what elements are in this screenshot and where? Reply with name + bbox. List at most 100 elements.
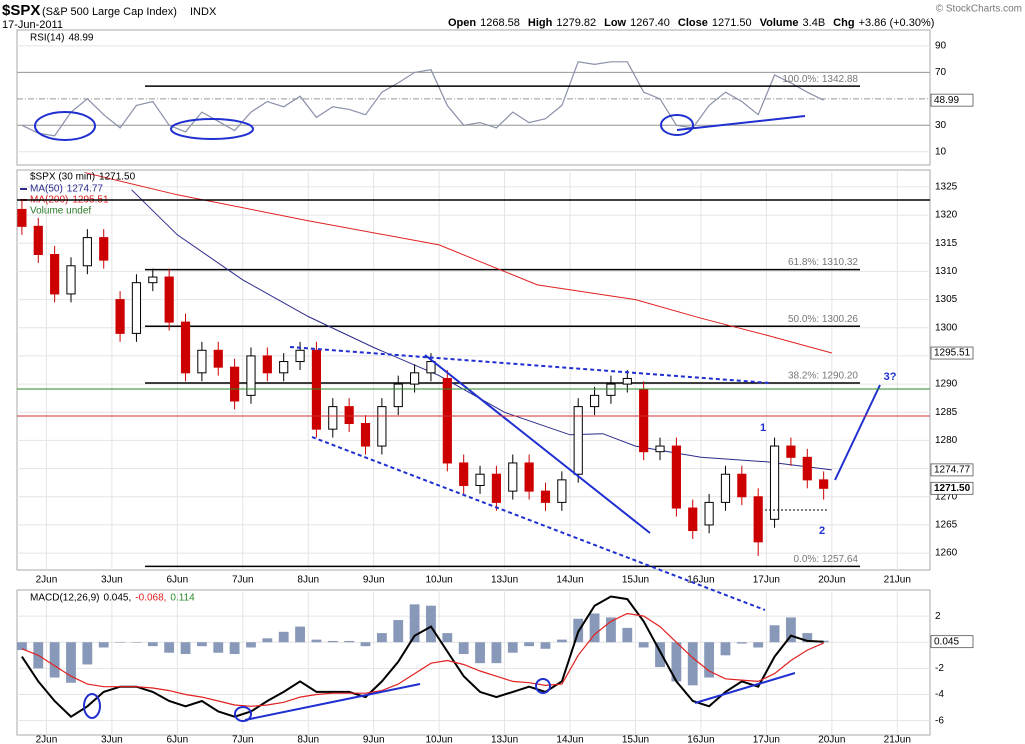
y-tick-label: 1290 <box>935 379 958 390</box>
y-tick-label: 1325 <box>935 182 958 193</box>
x-tick-label: 3Jun <box>101 735 123 744</box>
histogram-bar <box>180 642 191 655</box>
histogram-bar <box>704 642 715 678</box>
candle-body <box>720 473 731 503</box>
quote-label: Low <box>604 17 626 29</box>
candle-body <box>442 377 452 464</box>
histogram-bar <box>262 638 273 643</box>
candle-body <box>540 490 551 503</box>
histogram-bar <box>246 642 256 648</box>
plot-layer: Open 1268.58 High 1279.82 Low 1267.40 Close 127… <box>16 17 974 744</box>
candle-body <box>426 361 436 374</box>
x-tick-label: 6Jun <box>167 735 189 744</box>
candle-body <box>491 473 501 503</box>
histogram-bar <box>376 633 387 643</box>
histogram-bar <box>393 620 404 643</box>
legend-value: 1271.50 <box>99 172 136 183</box>
candle-body <box>819 479 829 489</box>
histogram-bar <box>229 642 240 655</box>
x-tick-label: 20Jun <box>818 735 845 744</box>
value-tag-box <box>930 93 974 107</box>
moving-average <box>85 172 832 354</box>
histogram-bar <box>98 642 109 648</box>
fib-label: 100.0%: 1342.88 <box>782 74 858 85</box>
macd-line <box>21 612 824 707</box>
candle-body <box>557 479 567 503</box>
candle-body <box>33 225 43 256</box>
y-tick-label: 1260 <box>935 548 958 559</box>
quote-value: +3.86 (+0.30%) <box>859 17 935 29</box>
x-tick-label: 8Jun <box>297 575 319 586</box>
candle-body <box>295 349 305 363</box>
candle-body <box>344 406 354 425</box>
x-tick-label: 16Jun <box>687 575 714 586</box>
x-tick-label: 15Jun <box>622 735 649 744</box>
x-tick-label: 9Jun <box>363 735 385 744</box>
candle-body <box>99 237 109 261</box>
candle-body <box>704 501 714 526</box>
trendline <box>694 672 796 704</box>
panel <box>16 29 931 166</box>
histogram-bar <box>720 642 731 656</box>
legend-value: 48.99 <box>68 33 93 44</box>
y-tick-label: 30 <box>935 120 947 131</box>
quote-value: 1271.50 <box>712 17 752 29</box>
histogram-bar <box>442 633 453 643</box>
wave-label: 3? <box>884 371 897 383</box>
candle-body <box>180 321 191 374</box>
histogram-bar <box>622 627 633 643</box>
y-tick-label: 90 <box>935 41 947 52</box>
candle-body <box>688 507 698 532</box>
candle-body <box>360 423 371 447</box>
histogram-bar <box>491 642 502 664</box>
candle-body <box>622 377 632 385</box>
x-tick-label: 2Jun <box>36 735 58 744</box>
histogram-bar <box>426 605 436 643</box>
date: 17-Jun-2011 <box>2 19 63 31</box>
ellipse <box>535 678 551 694</box>
legend-name: $SPX (30 min) <box>30 172 95 183</box>
candle-body <box>802 456 812 481</box>
candle-body <box>17 208 27 227</box>
histogram-bar <box>769 625 780 643</box>
histogram-bar <box>131 642 142 643</box>
wave-label: 1 <box>760 422 766 434</box>
histogram-bar <box>655 642 665 668</box>
histogram-bar <box>295 626 305 643</box>
histogram-bar <box>524 642 535 647</box>
x-tick-label: 7Jun <box>232 735 254 744</box>
legend-name: MA(50) <box>30 184 63 195</box>
y-tick-label: 1280 <box>935 435 958 446</box>
y-tick-label: 1285 <box>935 407 958 418</box>
candle-body <box>213 349 223 368</box>
candle-body <box>786 445 796 458</box>
candle-body <box>410 372 420 385</box>
legend-name: RSI(14) <box>30 33 64 44</box>
value-tag-box <box>930 635 974 649</box>
candle-body <box>66 265 76 295</box>
x-tick-label: 15Jun <box>622 575 649 586</box>
legend-value: 1274.77 <box>67 184 104 195</box>
y-tick-label: 1305 <box>935 294 958 305</box>
candle-body <box>475 473 485 486</box>
value-tag-text: 1295.51 <box>934 348 971 359</box>
fib-label: 61.8%: 1310.32 <box>788 257 858 268</box>
drawings <box>34 111 881 722</box>
candle-body <box>393 383 403 408</box>
y-tick-label: -6 <box>935 715 944 726</box>
candle-body <box>279 361 289 374</box>
y-tick-label: 1300 <box>935 322 958 333</box>
quote-value: 1279.82 <box>556 17 596 29</box>
trendline <box>311 436 766 611</box>
fib-label: 38.2%: 1290.20 <box>788 371 858 382</box>
y-tick-label: -2 <box>935 663 944 674</box>
histogram-bar <box>344 640 355 643</box>
quote-label: High <box>528 17 553 29</box>
x-tick-label: 7Jun <box>232 575 254 586</box>
quote-value: 1267.40 <box>630 17 670 29</box>
x-tick-label: 20Jun <box>818 575 845 586</box>
histogram-bar <box>82 642 93 665</box>
histogram-bar <box>196 642 207 647</box>
histogram-bar <box>458 642 469 655</box>
value-tag: 1295.51 <box>930 346 974 360</box>
